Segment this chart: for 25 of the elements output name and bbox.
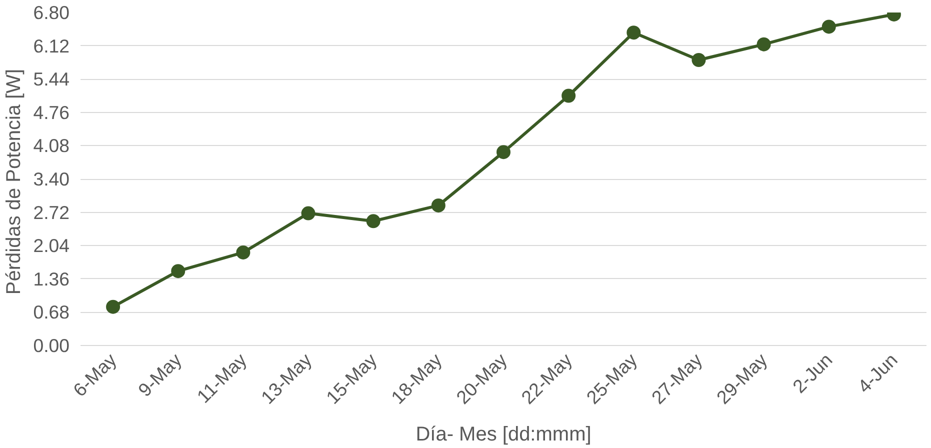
y-tick-label: 4.76 — [33, 102, 70, 123]
point — [562, 88, 576, 103]
point — [301, 206, 316, 220]
point — [171, 264, 186, 278]
point — [822, 20, 836, 34]
point — [236, 245, 250, 260]
y-tick-label: 4.08 — [33, 135, 70, 156]
y-tick-label: 6.12 — [33, 35, 70, 56]
y-tick-label: 0.68 — [33, 302, 70, 323]
y-tick-label: 0.00 — [33, 335, 70, 356]
y-tick-label: 2.04 — [33, 235, 70, 256]
point — [366, 214, 380, 228]
point — [496, 145, 510, 160]
point — [626, 26, 641, 40]
y-tick-label: 5.44 — [33, 68, 70, 90]
point — [431, 198, 446, 212]
point — [106, 300, 120, 314]
y-tick-label: 3.40 — [33, 168, 70, 190]
y-axis-title: Pérdidas de Potencia [W] — [3, 68, 26, 295]
y-tick-label: 2.72 — [33, 202, 70, 223]
x-axis-title: Día- Mes [dd:mmm] — [416, 423, 592, 446]
y-tick-label: 6.80 — [33, 2, 70, 23]
point — [756, 37, 771, 52]
y-tick-label: 1.36 — [33, 268, 70, 290]
point — [692, 53, 706, 67]
